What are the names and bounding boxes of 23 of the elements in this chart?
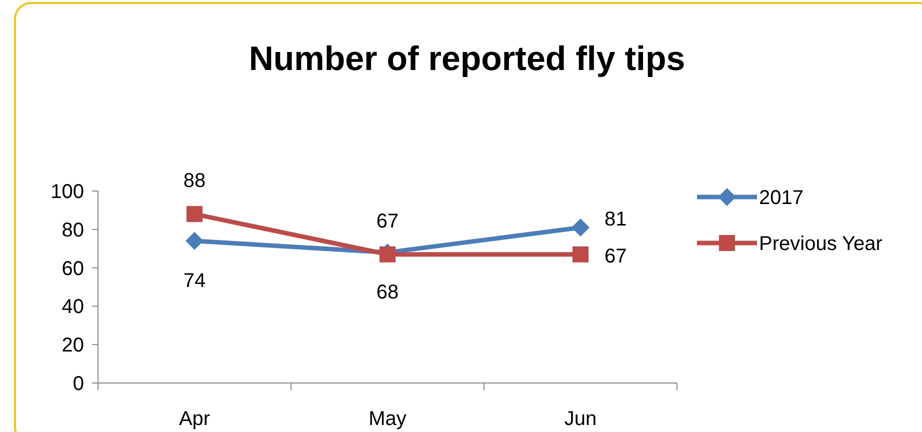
y-tick-label: 80	[62, 219, 84, 242]
point	[572, 246, 588, 262]
data-label: 67	[604, 245, 627, 268]
y-tick-label: 0	[72, 373, 84, 395]
point	[186, 206, 202, 222]
legend-label: 2017	[759, 187, 804, 209]
y-tick-label: 20	[62, 334, 84, 357]
data-label: 68	[376, 281, 399, 304]
data-label: 67	[376, 210, 399, 232]
point	[572, 218, 590, 236]
data-label: 88	[183, 170, 206, 192]
y-tick-label: 100	[50, 181, 84, 203]
point	[186, 232, 204, 250]
y-tick-label: 60	[62, 258, 84, 280]
data-label: 74	[183, 270, 206, 292]
data-label: 81	[604, 208, 627, 230]
x-tick-label: May	[368, 408, 406, 430]
point	[380, 246, 396, 262]
legend-label: Previous Year	[759, 233, 883, 255]
x-tick-label: Jun	[564, 408, 597, 430]
x-tick-label: Apr	[178, 408, 210, 430]
y-tick-label: 40	[62, 296, 84, 318]
chart-title: Number of reported fly tips	[248, 40, 686, 78]
